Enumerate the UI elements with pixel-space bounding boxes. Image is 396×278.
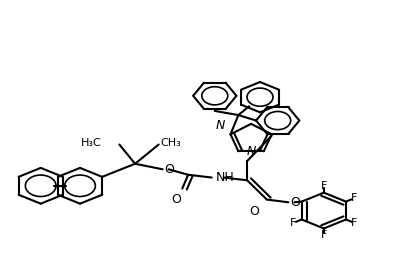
Text: F: F (290, 218, 296, 228)
Text: N: N (215, 119, 225, 132)
Text: F: F (321, 181, 327, 191)
Text: O: O (290, 196, 300, 209)
Text: H₃C: H₃C (81, 138, 102, 148)
Text: F: F (351, 218, 358, 228)
Text: O: O (171, 193, 181, 206)
Text: O: O (249, 205, 259, 218)
Text: F: F (321, 230, 327, 240)
Text: O: O (165, 163, 175, 176)
Text: CH₃: CH₃ (161, 138, 181, 148)
Text: NH: NH (216, 171, 234, 184)
Text: F: F (351, 193, 358, 203)
Text: N: N (247, 145, 256, 158)
